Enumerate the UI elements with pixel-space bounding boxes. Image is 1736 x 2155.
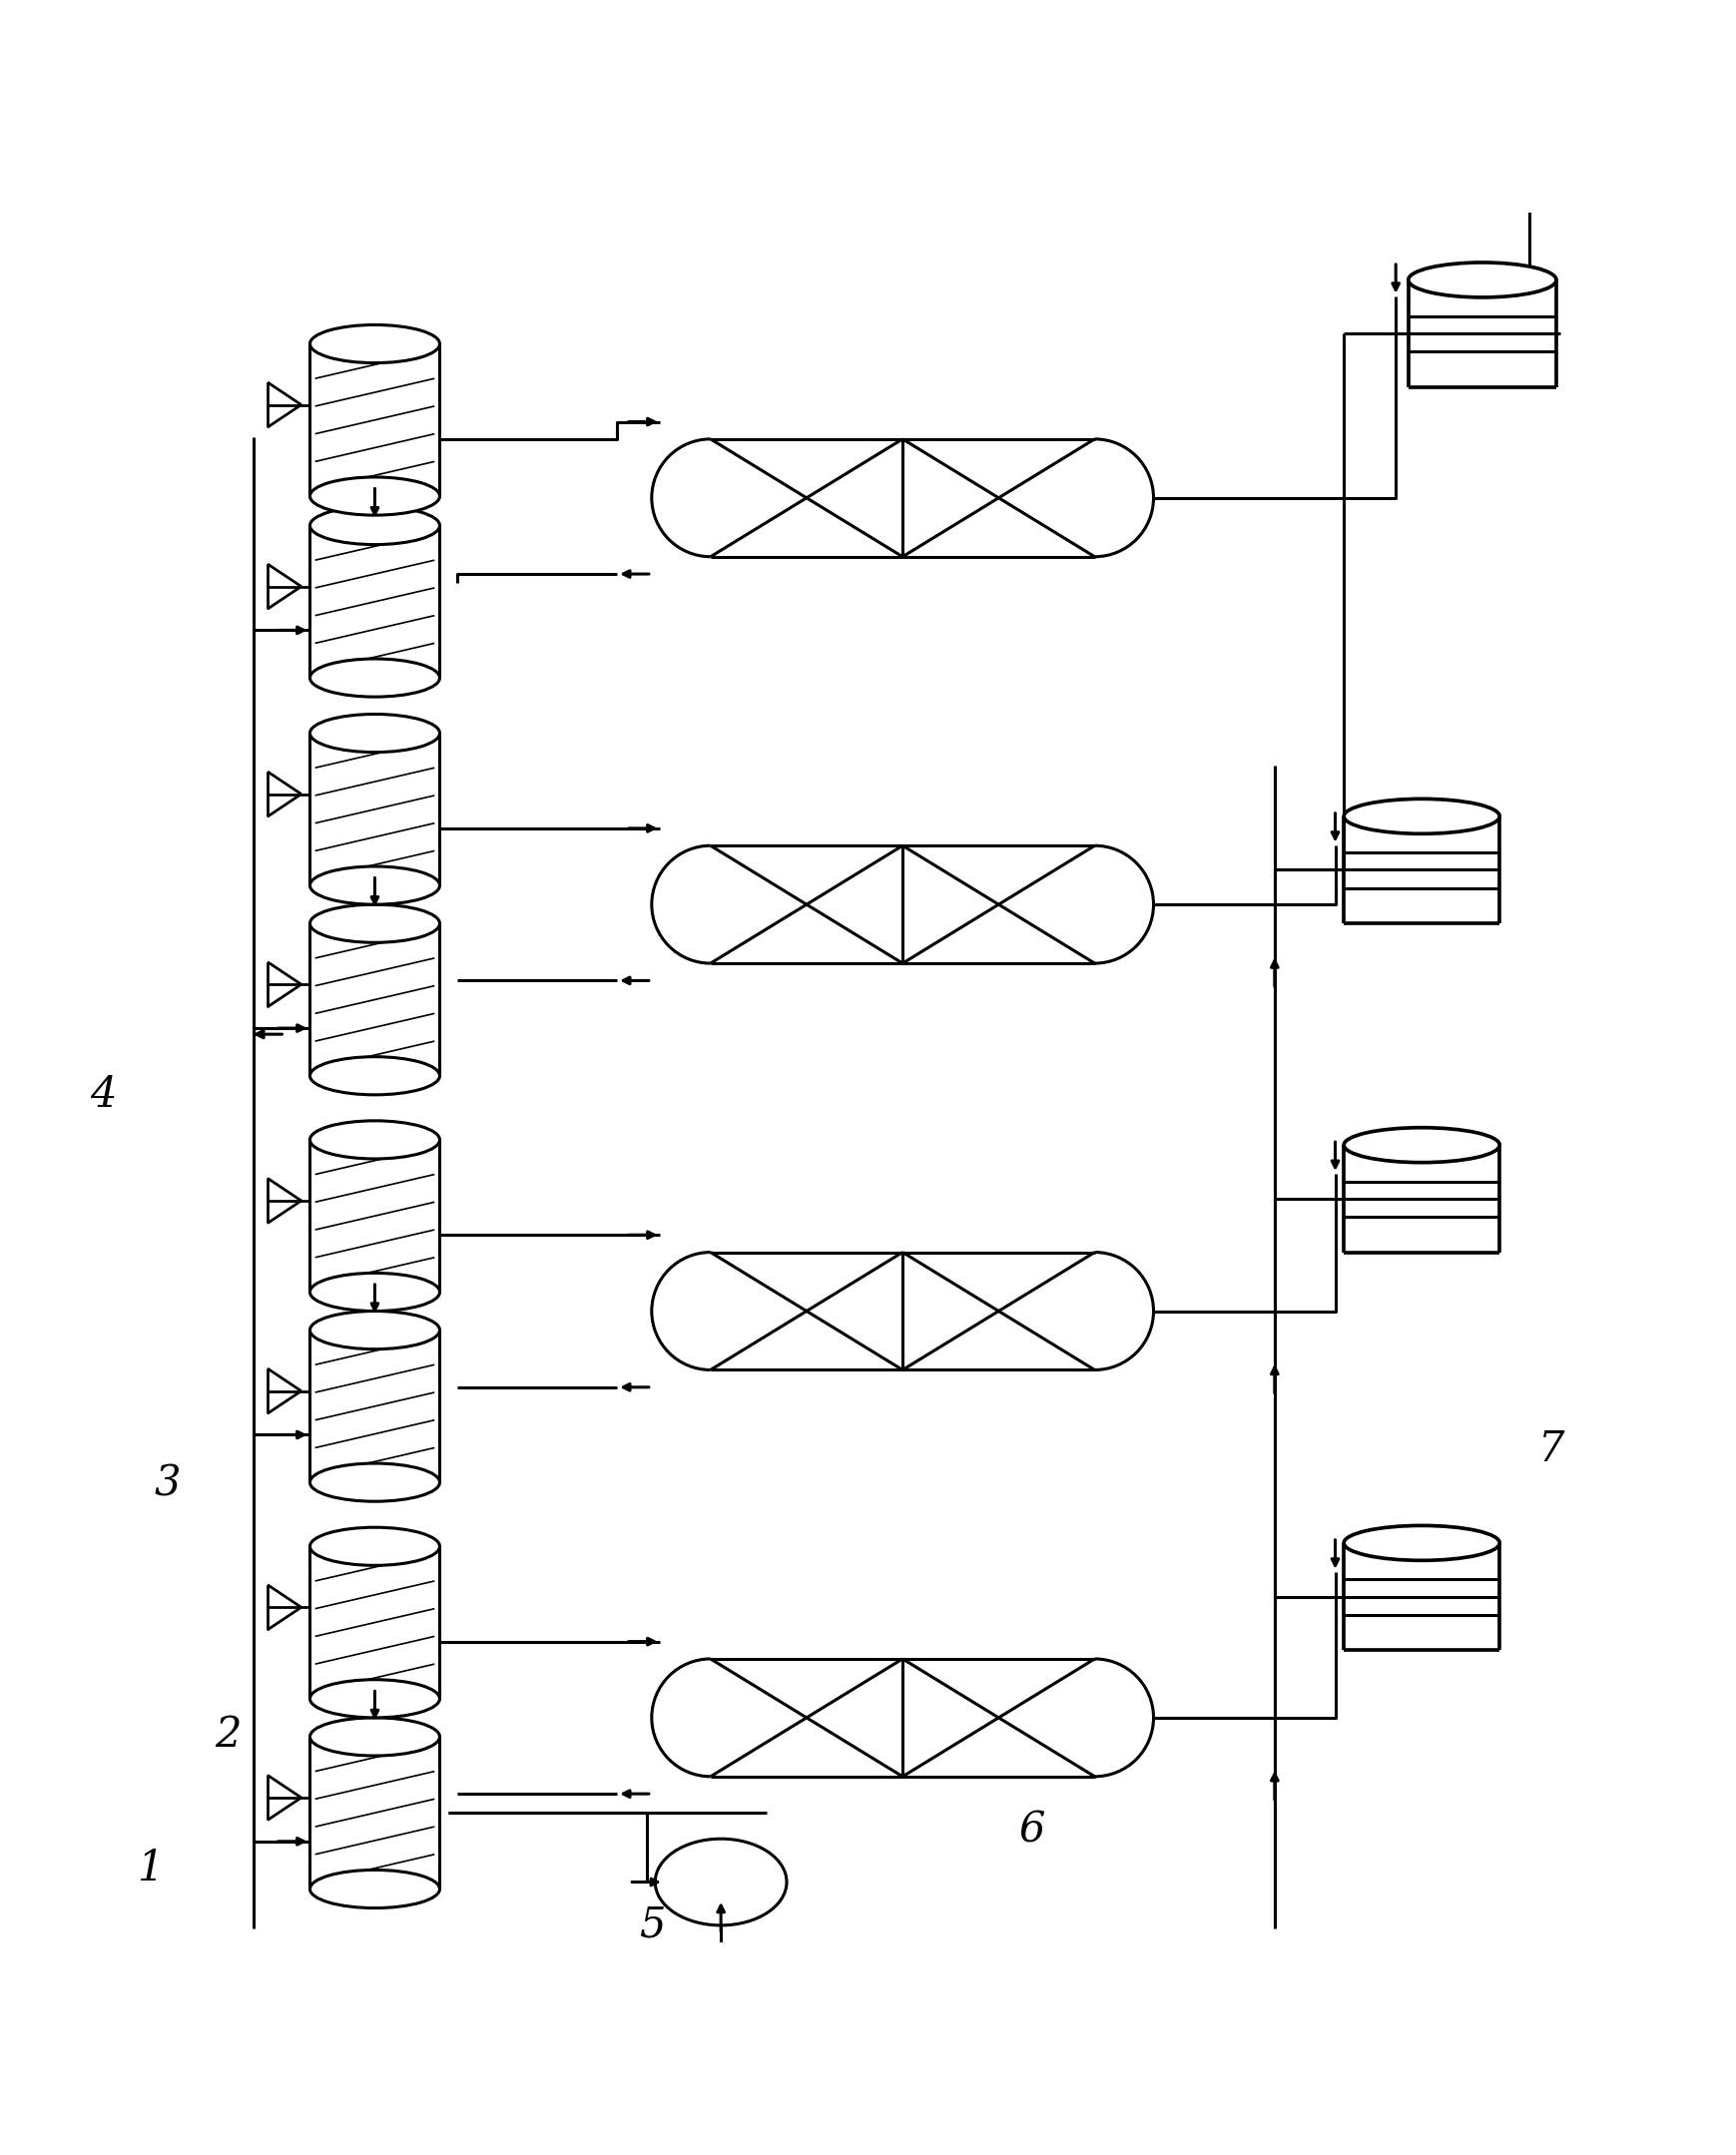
Ellipse shape xyxy=(311,659,439,696)
Text: 6: 6 xyxy=(1019,1810,1045,1851)
Ellipse shape xyxy=(311,1121,439,1159)
Text: 3: 3 xyxy=(155,1463,181,1504)
Ellipse shape xyxy=(1408,263,1555,297)
Text: 4: 4 xyxy=(90,1073,116,1116)
Ellipse shape xyxy=(311,1718,439,1756)
Ellipse shape xyxy=(1344,1127,1500,1162)
Ellipse shape xyxy=(311,713,439,752)
Text: 5: 5 xyxy=(639,1905,665,1946)
Ellipse shape xyxy=(311,325,439,362)
Text: 7: 7 xyxy=(1538,1429,1564,1470)
Text: 1: 1 xyxy=(137,1847,163,1890)
Ellipse shape xyxy=(311,1274,439,1310)
Ellipse shape xyxy=(311,506,439,545)
Ellipse shape xyxy=(311,905,439,942)
Ellipse shape xyxy=(311,476,439,515)
Ellipse shape xyxy=(311,866,439,905)
Ellipse shape xyxy=(311,1871,439,1907)
Ellipse shape xyxy=(1344,800,1500,834)
Ellipse shape xyxy=(1344,1526,1500,1560)
Ellipse shape xyxy=(311,1528,439,1565)
Ellipse shape xyxy=(311,1056,439,1095)
Text: 2: 2 xyxy=(215,1713,241,1756)
Ellipse shape xyxy=(311,1679,439,1718)
Ellipse shape xyxy=(654,1838,786,1924)
Ellipse shape xyxy=(311,1463,439,1502)
Ellipse shape xyxy=(311,1310,439,1349)
